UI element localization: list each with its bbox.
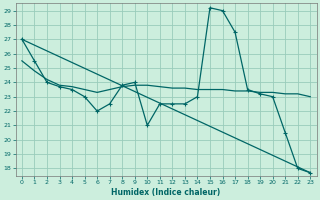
X-axis label: Humidex (Indice chaleur): Humidex (Indice chaleur) (111, 188, 221, 197)
